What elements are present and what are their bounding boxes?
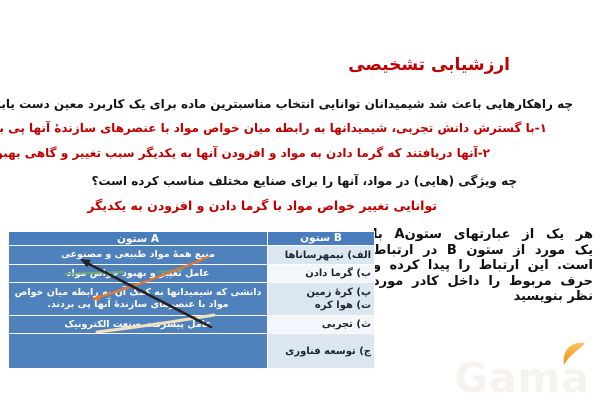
instruction-line: یک مورد از ستون B در ارتباط: [373, 242, 593, 258]
question-1: چه راهکارهایی باعث شد شیمیدانان توانایی …: [0, 97, 573, 111]
col-b-cell: ث) تجربی: [268, 316, 374, 333]
answer-2: توانایی تغییر خواص مواد با گرما دادن و ا…: [87, 198, 437, 213]
col-a-cell: عامل پیشرفت صنعت الکترونیک: [9, 316, 267, 333]
column-b-header: ستون B: [268, 232, 374, 245]
page-title: ارزشیابی تشخیصی: [348, 55, 510, 75]
table-header-row: ستون A ستون B: [9, 232, 374, 245]
table-row: عامل پیشرفت صنعت الکترونیک ث) تجربی: [9, 316, 374, 333]
col-a-cell: دانشی که شیمیدانها به کمک آن به رابطه می…: [9, 283, 267, 315]
answer-1-line-2: ۲-آنها دریافتند که گرما دادن به مواد و ا…: [0, 146, 490, 160]
instruction-text: هر یک از عبارتهای ستونA با یک مورد از ست…: [373, 227, 593, 305]
instruction-line: هر یک از عبارتهای ستونA با: [373, 227, 593, 242]
column-a-header: ستون A: [9, 232, 267, 245]
col-a-cell: عامل تغییر و بهبود خواص مواد: [9, 265, 267, 282]
table-row: منبع همهٔ مواد طبیعی و مصنوعی الف) نیمهر…: [9, 246, 374, 264]
gama-logo-swoosh-icon: [563, 342, 585, 365]
col-a-cell: [9, 334, 267, 368]
matching-table: ستون A ستون B منبع همهٔ مواد طبیعی و مصن…: [8, 231, 375, 369]
instruction-line: حرف مربوط را داخل کادر مورد: [373, 273, 593, 289]
col-a-cell: منبع همهٔ مواد طبیعی و مصنوعی: [9, 246, 267, 264]
instruction-line: است. این ارتباط را پیدا کرده و: [373, 258, 593, 274]
answer-1-line-1: ۱-با گسترش دانش تجربی، شیمیدانها به رابط…: [0, 121, 547, 135]
col-b-cell: پ) کرهٔ زمین ت) هوا کره: [268, 283, 374, 315]
table-row: عامل تغییر و بهبود خواص مواد ب) گرما داد…: [9, 265, 374, 282]
table-row: ج) توسعه فناوری: [9, 334, 374, 368]
col-b-cell: الف) نیمهرساناها: [268, 246, 374, 264]
col-b-cell: ج) توسعه فناوری: [268, 334, 374, 368]
instruction-line: نظر بنویسید: [513, 289, 593, 305]
col-b-cell: ب) گرما دادن: [268, 265, 374, 282]
gama-logo: Gama: [454, 354, 590, 400]
question-2: چه ویژگی (هایی) در مواد، آنها را برای صن…: [91, 174, 517, 188]
table-row: دانشی که شیمیدانها به کمک آن به رابطه می…: [9, 283, 374, 315]
